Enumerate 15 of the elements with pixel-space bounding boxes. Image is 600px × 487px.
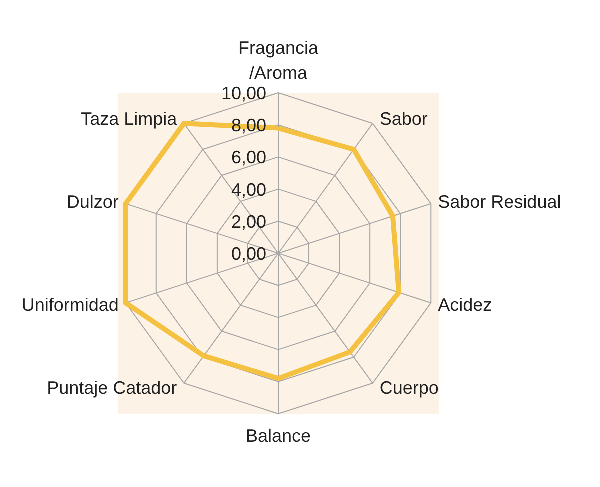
y-tick-label: 4,00 xyxy=(231,180,267,200)
spoke-label: Puntaje Catador xyxy=(47,378,178,398)
spoke-label: Acidez xyxy=(438,294,492,315)
spoke-label: Balance xyxy=(246,426,312,446)
spoke-label: Fragancia /Aroma xyxy=(238,38,320,83)
y-tick-label: 0,00 xyxy=(231,244,267,264)
spoke-label: Taza Limpia xyxy=(81,108,178,129)
y-tick-label: 2,00 xyxy=(231,212,267,232)
y-tick-label: 6,00 xyxy=(231,148,267,168)
spoke-label: Sabor Residual xyxy=(438,192,562,212)
spoke-label: Cuerpo xyxy=(380,378,439,398)
spoke-label: Uniformidad xyxy=(22,294,119,315)
y-tick-label: 10,00 xyxy=(221,84,267,104)
spoke-label: Sabor xyxy=(380,108,428,129)
spoke-label: Dulzor xyxy=(66,192,119,212)
